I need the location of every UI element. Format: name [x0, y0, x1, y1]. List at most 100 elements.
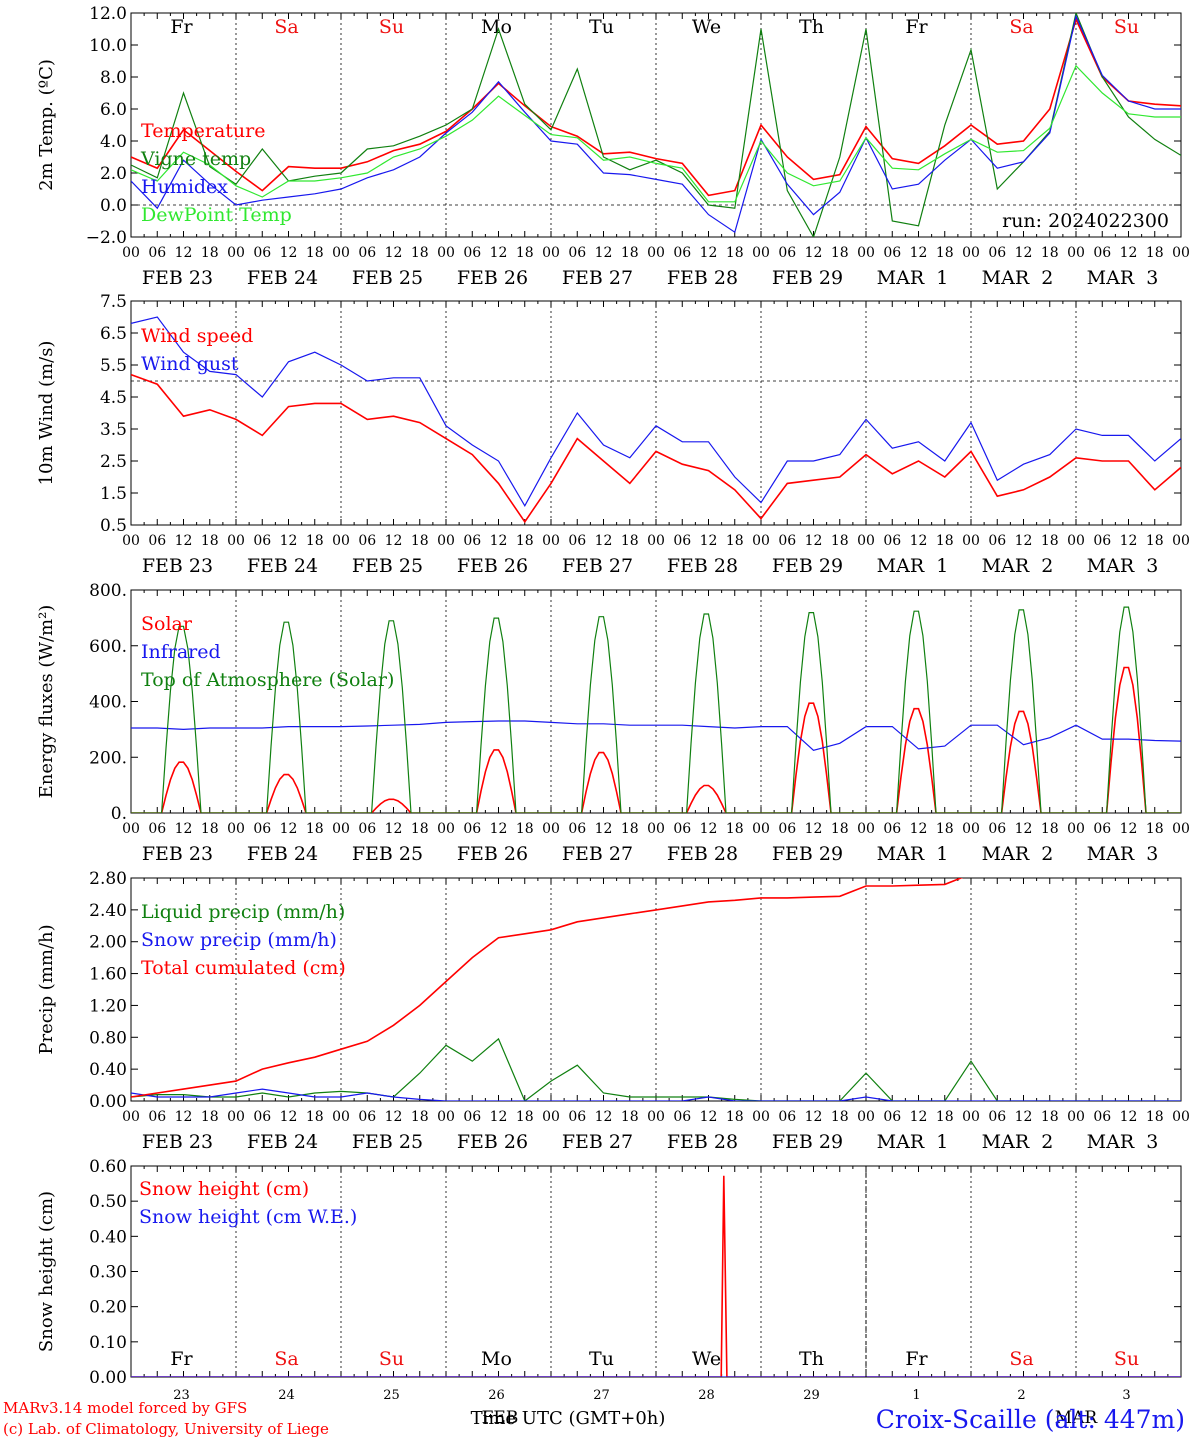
weekday-label: We — [692, 16, 721, 38]
y-tick-label: 200. — [89, 748, 127, 768]
x-hour-label: 18 — [1146, 245, 1164, 261]
x-hour-label: 06 — [988, 533, 1006, 549]
x-hour-label: 12 — [910, 1109, 928, 1125]
x-hour-label: 06 — [988, 1109, 1006, 1125]
x-hour-label: 18 — [1146, 821, 1164, 837]
x-hour-label: 18 — [306, 245, 324, 261]
x-hour-label: 06 — [778, 821, 796, 837]
weekday-label: Tu — [589, 1348, 614, 1370]
legend-entry: Solar — [141, 613, 193, 635]
x-hour-label: 06 — [673, 533, 691, 549]
x-date-label: MAR 1 — [877, 555, 949, 577]
legend-entry: Infrared — [141, 641, 221, 663]
x-date-label: MAR 1 — [877, 267, 949, 289]
x-hour-label: 12 — [595, 245, 613, 261]
x-date-label: FEB 23 — [142, 267, 213, 289]
x-hour-label: 00 — [962, 821, 980, 837]
y-tick-label: 4.0 — [100, 132, 127, 152]
x-hour-label: 12 — [805, 821, 823, 837]
x-hour-label: 00 — [437, 821, 455, 837]
station-label: Croix-Scaille (alt: 447m) — [876, 1405, 1185, 1434]
x-hour-label: 18 — [201, 821, 219, 837]
series-line-infrared — [131, 720, 1181, 751]
x-day-number: 24 — [278, 1388, 295, 1403]
weekday-label: Th — [799, 16, 824, 38]
x-day-number: 1 — [912, 1388, 920, 1403]
x-hour-label: 12 — [805, 245, 823, 261]
x-hour-label: 00 — [1172, 245, 1190, 261]
y-tick-label: 0.0 — [100, 196, 127, 216]
x-hour-label: 06 — [1093, 1109, 1111, 1125]
x-date-label: FEB 27 — [562, 1131, 633, 1153]
x-hour-label: 06 — [148, 533, 166, 549]
x-hour-label: 18 — [201, 245, 219, 261]
x-hour-label: 18 — [411, 533, 429, 549]
x-date-label: MAR 3 — [1087, 267, 1159, 289]
x-hour-label: 06 — [1093, 533, 1111, 549]
x-hour-label: 12 — [490, 245, 508, 261]
weekday-label: Mo — [481, 16, 512, 38]
x-date-label: FEB 25 — [352, 843, 423, 865]
x-hour-label: 00 — [332, 533, 350, 549]
y-tick-label: 0.00 — [89, 1368, 127, 1388]
x-day-number: 3 — [1122, 1388, 1130, 1403]
series-group — [131, 13, 1181, 237]
x-date-label: FEB 28 — [667, 843, 738, 865]
panel-4: 0.00 0.40 0.80 1.20 1.60 2.00 2.40 2.80 Precip (… — [36, 869, 1190, 1153]
legend-entry: Snow precip (mm/h) — [141, 929, 337, 951]
x-date-label: MAR 1 — [877, 843, 949, 865]
x-hour-label: 06 — [778, 1109, 796, 1125]
weekday-label: Tu — [589, 16, 614, 38]
x-hour-label: 12 — [700, 821, 718, 837]
series-group — [131, 606, 1181, 813]
x-date-label: FEB 23 — [142, 1131, 213, 1153]
x-hour-label: 06 — [358, 245, 376, 261]
x-hour-label: 12 — [385, 533, 403, 549]
x-date-label: FEB 23 — [142, 555, 213, 577]
x-hour-label: 12 — [175, 245, 193, 261]
x-hour-label: 12 — [385, 245, 403, 261]
x-hour-label: 06 — [253, 245, 271, 261]
x-hour-label: 06 — [358, 1109, 376, 1125]
x-hour-label: 00 — [227, 1109, 245, 1125]
x-day-number: 27 — [593, 1388, 610, 1403]
weekday-label: Fr — [905, 16, 928, 38]
x-hour-label: 18 — [306, 533, 324, 549]
panel-2: 0.5 1.5 2.5 3.5 4.5 5.5 6.5 7.5 10m Wind (m/s) 00… — [36, 292, 1190, 577]
y-tick-label: 0.80 — [89, 1028, 127, 1048]
x-hour-label: 12 — [1015, 533, 1033, 549]
x-hour-label: 00 — [1067, 533, 1085, 549]
weekday-label: Sa — [1009, 1348, 1033, 1370]
x-hour-label: 12 — [490, 821, 508, 837]
x-hour-label: 00 — [542, 245, 560, 261]
x-hour-label: 00 — [857, 533, 875, 549]
x-hour-label: 12 — [175, 821, 193, 837]
x-date-label: FEB 24 — [247, 843, 318, 865]
x-hour-label: 06 — [253, 821, 271, 837]
series-group — [131, 316, 1181, 524]
y-tick-label: 5.5 — [100, 356, 127, 376]
x-hour-label: 12 — [910, 245, 928, 261]
y-tick-label: 1.60 — [89, 965, 127, 985]
x-date-label: FEB 24 — [247, 555, 318, 577]
y-tick-label: 0.40 — [89, 1060, 127, 1080]
x-date-label: FEB 28 — [667, 555, 738, 577]
x-hour-label: 12 — [280, 245, 298, 261]
x-hour-label: 00 — [752, 821, 770, 837]
panel-5: 0.00 0.10 0.20 0.30 0.40 0.50 0.60 Snow height … — [36, 1157, 1182, 1428]
x-hour-label: 18 — [1041, 821, 1059, 837]
y-tick-label: 0.40 — [89, 1227, 127, 1247]
x-hour-label: 12 — [175, 1109, 193, 1125]
x-hour-label: 06 — [673, 1109, 691, 1125]
x-hour-label: 18 — [936, 533, 954, 549]
x-hour-label: 18 — [621, 245, 639, 261]
series-line-liquid-precip-mm-h- — [131, 1037, 1181, 1101]
x-hour-label: 00 — [227, 821, 245, 837]
x-hour-label: 00 — [857, 245, 875, 261]
footer: MARv3.14 model forced by GFS (c) Lab. of … — [3, 1399, 1185, 1438]
weekday-label: We — [692, 1348, 721, 1370]
series-line-wind-speed — [131, 373, 1181, 524]
x-hour-label: 00 — [647, 1109, 665, 1125]
x-hour-label: 06 — [883, 245, 901, 261]
x-hour-label: 00 — [857, 821, 875, 837]
